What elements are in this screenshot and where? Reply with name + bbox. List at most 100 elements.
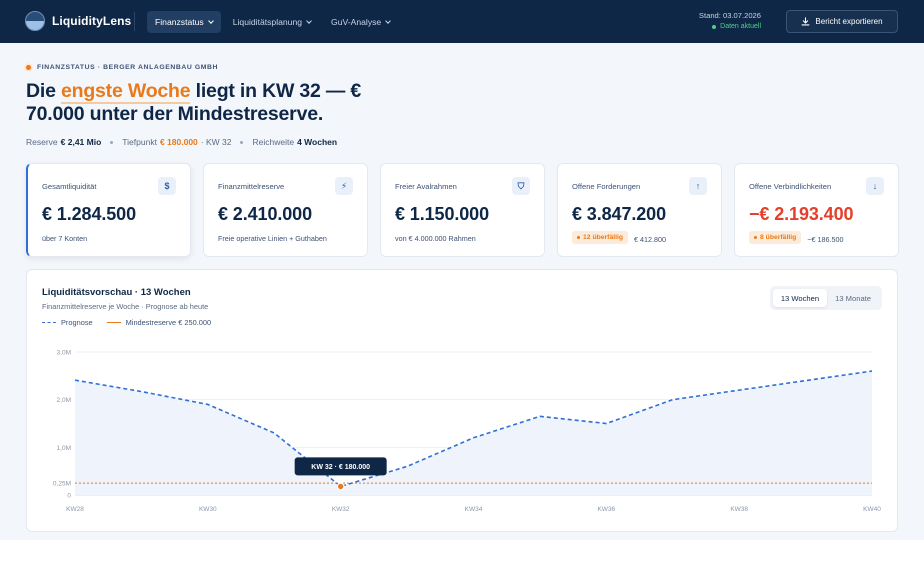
range-toggle: 13 Wochen 13 Monate: [769, 286, 882, 310]
badge-text: 12 überfällig: [583, 234, 624, 241]
nav-item-label: Liquiditätsplanung: [232, 17, 303, 27]
kpi-sub-text: −€ 186.500: [807, 234, 844, 244]
kpi-title: Offene Verbindlichkeiten: [749, 182, 832, 191]
kpi-value: € 1.150.000: [395, 204, 489, 224]
kpi-title: Freier Avalrahmen: [395, 182, 457, 191]
main-content: FINANZSTATUS · BERGER ANLAGENBAU GMBH Di…: [0, 43, 924, 540]
panel-subtitle: Finanzmittelreserve je Woche · Prognose …: [42, 302, 209, 311]
badge-dot-icon: [754, 236, 757, 239]
kpi-sub-text: € 412.800: [634, 234, 667, 244]
kpi-sub: über 7 Konten: [42, 234, 87, 243]
divider: [134, 12, 135, 31]
euro-icon: $: [158, 177, 176, 195]
low-value: € 180.000: [159, 137, 198, 147]
kpi-sub: von € 4.000.000 Rahmen: [395, 234, 476, 243]
headline-post: liegt in KW 32 — € 70.000 unter der Mind…: [26, 80, 362, 125]
y-tick-label: 2,0M: [57, 397, 71, 404]
x-tick-label: KW34: [465, 506, 483, 513]
range-13-weeks-button[interactable]: 13 Wochen: [772, 289, 828, 307]
chevron-down-icon: [385, 18, 392, 24]
kpi-sub-text: Freie operative Linien + Guthaben: [218, 234, 327, 243]
reach-value: 4 Wochen: [297, 137, 338, 147]
status-text: Daten aktuell: [720, 23, 761, 30]
forecast-panel: 0 0,25M 1,0M 2,0M 3,0M KW 32 · € 180.000 KW28 K…: [26, 269, 898, 532]
data-status: Stand: 03.07.2026 Daten aktuell: [699, 11, 761, 30]
nav-item-guv-analyse[interactable]: GuV-Analyse: [323, 11, 398, 33]
legend-swatch-min: [106, 322, 121, 323]
range-13-months-button[interactable]: 13 Monate: [835, 293, 871, 303]
kpi-value: € 3.847.200: [572, 204, 666, 224]
kpi-value: € 2.410.000: [218, 204, 312, 224]
kpi-card-verbindlichkeiten[interactable]: Offene Verbindlichkeiten ↓ −€ 2.193.400 …: [734, 163, 899, 257]
export-label: Bericht exportieren: [815, 17, 883, 26]
shield-icon: ⛉: [512, 177, 530, 195]
reach-label: Reichweite: [252, 137, 295, 147]
page-title: Die engste Woche liegt in KW 32 — € 70.0…: [26, 80, 386, 126]
app-logo[interactable]: LiquidityLens: [25, 11, 131, 31]
export-report-button[interactable]: Bericht exportieren: [786, 10, 898, 33]
status-date: Stand: 03.07.2026: [698, 11, 761, 20]
kpi-title: Finanzmittelreserve: [218, 182, 285, 191]
kpi-card-forderungen[interactable]: Offene Forderungen ↑ € 3.847.200 12 über…: [557, 163, 722, 257]
reserve-value: € 2,41 Mio: [60, 137, 102, 147]
nav-item-label: GuV-Analyse: [331, 17, 382, 27]
nav-item-label: Finanzstatus: [155, 17, 204, 27]
kpi-title: Gesamtliquidität: [42, 182, 97, 191]
chevron-down-icon: [207, 18, 214, 24]
x-tick-label: KW36: [597, 506, 615, 513]
kpi-value: −€ 2.193.400: [749, 204, 854, 224]
reserve-label: Reserve: [26, 137, 58, 147]
kpi-card-gesamtliquiditaet[interactable]: Gesamtliquidität $ € 1.284.500 über 7 Ko…: [26, 163, 191, 257]
separator-dot: [240, 140, 244, 144]
x-tick-label: KW32: [332, 506, 350, 513]
chevron-down-icon: [306, 18, 312, 24]
status-badge: Daten aktuell: [699, 23, 761, 30]
kpi-sub-text: über 7 Konten: [42, 234, 88, 243]
eyebrow: FINANZSTATUS · BERGER ANLAGENBAU GMBH: [26, 64, 218, 71]
status-dot-icon: [712, 24, 717, 29]
kpi-title: Offene Forderungen: [572, 182, 641, 191]
low-week: · KW 32: [200, 137, 232, 147]
eyebrow-text: FINANZSTATUS · BERGER ANLAGENBAU GMBH: [37, 64, 219, 71]
y-tick-label: 1,0M: [57, 445, 71, 452]
nav-item-liquiditaetsplanung[interactable]: Liquiditätsplanung: [225, 11, 319, 33]
lowpoint-tooltip-label: KW 32 · € 180.000: [311, 464, 370, 471]
x-tick-label: KW28: [66, 506, 84, 513]
arrow-down-icon: ↓: [866, 177, 884, 195]
badge-dot-icon: [577, 236, 580, 239]
bolt-icon: ⚡: [335, 177, 353, 195]
kpi-card-finanzmittelreserve[interactable]: Finanzmittelreserve ⚡ € 2.410.000 Freie …: [203, 163, 368, 257]
x-tick-label: KW38: [730, 506, 748, 513]
main-nav: Finanzstatus Liquiditätsplanung GuV-Anal…: [147, 11, 398, 33]
chart-legend: Prognose Mindestreserve € 250.000: [42, 318, 211, 327]
x-tick-label: KW40: [863, 506, 881, 513]
kpi-sub: Freie operative Linien + Guthaben: [218, 234, 327, 243]
legend-min: Mindestreserve € 250.000: [125, 318, 212, 327]
forecast-chart: 0 0,25M 1,0M 2,0M 3,0M KW 32 · € 180.000 KW28 K…: [53, 350, 881, 514]
arrow-up-icon: ↑: [689, 177, 707, 195]
kpi-sub: 8 überfällig −€ 186.500: [749, 231, 844, 244]
kpi-value: € 1.284.500: [42, 204, 136, 224]
logo-mark-icon: [25, 11, 45, 31]
forecast-area: [75, 371, 872, 495]
y-tick-label: 0: [67, 493, 71, 500]
headline-pre: Die: [26, 80, 61, 102]
eyebrow-dot-icon: [26, 65, 31, 70]
kpi-sub-text: von € 4.000.000 Rahmen: [395, 234, 476, 243]
app-name: LiquidityLens: [52, 14, 132, 28]
legend-swatch-forecast: [42, 322, 56, 323]
legend-forecast: Prognose: [61, 318, 93, 327]
bottom-strip: [0, 540, 924, 578]
download-icon: [801, 17, 810, 26]
badge-text: 8 überfällig: [760, 234, 797, 241]
kpi-card-avalrahmen[interactable]: Freier Avalrahmen ⛉ € 1.150.000 von € 4.…: [380, 163, 545, 257]
lowpoint-marker: [336, 482, 345, 491]
panel-title: Liquiditätsvorschau · 13 Wochen: [42, 287, 191, 298]
x-tick-label: KW30: [199, 506, 217, 513]
top-bar: LiquidityLens Finanzstatus Liquiditätspl…: [0, 0, 924, 43]
overdue-badge: 12 überfällig: [572, 231, 629, 244]
separator-dot: [110, 140, 114, 144]
nav-item-finanzstatus[interactable]: Finanzstatus: [147, 11, 221, 33]
kpi-sub: 12 überfällig € 412.800: [572, 231, 667, 244]
summary-line: Reserve € 2,41 Mio Tiefpunkt € 180.000 ·…: [26, 137, 337, 147]
